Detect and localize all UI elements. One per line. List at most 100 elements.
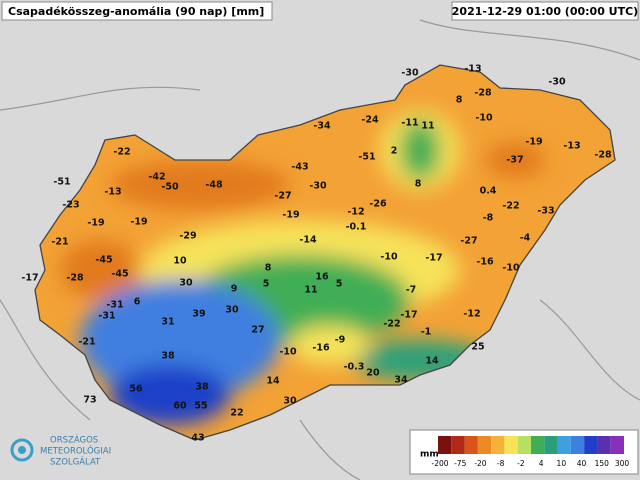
station-value: 55 [194,401,207,412]
station-value: 38 [195,382,209,393]
station-value: 5 [336,279,343,290]
station-value: -27 [274,191,291,202]
station-value: -21 [78,337,95,348]
logo-text: SZOLGÁLAT [50,456,101,468]
station-value: -28 [66,273,84,284]
title: Csapadékösszeg-anomália (90 nap) [mm] [8,5,264,18]
station-value: 8 [415,179,422,190]
station-value: -4 [520,233,531,244]
station-value: -30 [401,68,419,79]
station-value: -12 [463,309,480,320]
legend-tick-label: -75 [454,459,466,468]
station-value: 8 [265,263,272,274]
station-value: -17 [21,273,38,284]
station-value: 25 [471,342,484,353]
station-value: -37 [506,155,523,166]
legend: -200 -75 -20 -8 -2 4 10 40 150 300 [431,436,629,468]
station-value: 16 [315,272,329,283]
station-value: 2 [391,146,398,157]
title-box [1,1,273,21]
labels: -30 -138-28-30-34-24 -11 11-10-22-19 -13-28-… [21,64,612,444]
station-value: -10 [279,347,297,358]
station-value: -19 [87,218,104,229]
station-value: 22 [230,408,243,419]
country-border [34,64,616,441]
station-value: -45 [95,255,112,266]
station-value: -12 [347,207,364,218]
station-value: 6 [134,297,141,308]
station-value: 34 [394,375,408,386]
station-value: -19 [282,210,299,221]
station-value: 27 [251,325,264,336]
station-value: -8 [483,213,494,224]
station-value: -19 [525,137,542,148]
station-value: 14 [425,356,439,367]
station-value: -10 [380,252,398,263]
station-value: 73 [83,395,96,406]
station-value: 43 [191,433,204,444]
station-value: 8 [456,95,463,106]
station-value: -51 [53,177,70,188]
station-value: 9 [231,284,238,295]
station-value: -0.3 [344,362,365,373]
station-value: -17 [425,253,442,264]
station-value: -50 [161,182,179,193]
station-value: 14 [266,376,280,387]
legend-swatch [438,436,452,454]
station-value: -48 [205,180,223,191]
station-value: -34 [313,121,331,132]
station-value: 10 [173,256,187,267]
station-value: -10 [502,263,520,274]
logo: ORSZÁGOS METEOROLÓGIAI SZOLGÁLAT [10,434,111,468]
legend-swatch [557,436,571,454]
station-value: -29 [179,231,196,242]
station-value: 38 [161,351,175,362]
station-value: -17 [400,310,417,321]
station-value: -42 [148,172,165,183]
station-value: -30 [309,181,327,192]
station-value: -23 [62,200,79,211]
station-value: 30 [283,396,297,407]
station-value: -16 [312,343,330,354]
legend-swatch [504,436,518,454]
station-value: -13 [563,141,580,152]
logo-text: ORSZÁGOS [50,434,98,446]
station-value: -22 [502,201,519,212]
station-value: 39 [192,309,205,320]
legend-tick-label: 300 [615,459,630,468]
legend-tick-label: -20 [474,459,486,468]
station-value: -22 [383,319,400,330]
legend-swatch [570,436,585,454]
station-value: -9 [335,335,346,346]
station-value: -1 [421,327,432,338]
station-value: 11 [421,121,434,132]
legend-swatch [464,436,478,454]
station-value: -13 [464,64,481,75]
legend-tick-label: 40 [577,459,587,468]
legend-swatch [584,436,598,454]
station-value: -13 [104,187,121,198]
legend-swatch [451,436,465,454]
station-value: -14 [299,235,317,246]
station-value: 30 [179,278,193,289]
station-value: -24 [361,115,379,126]
station-value: 5 [263,279,270,290]
legend-swatch [544,436,558,454]
legend-tick-label: -200 [431,459,448,468]
station-value: -11 [401,118,418,129]
station-value: -16 [476,257,494,268]
legend-tick-label: 10 [557,459,567,468]
timestamp-box [451,1,639,21]
station-value: -27 [460,236,477,247]
station-value: 20 [366,368,380,379]
station-value: -19 [130,217,147,228]
legend-tick-label: -2 [517,459,525,468]
station-value: 56 [129,384,143,395]
station-value: -30 [548,77,566,88]
legend-swatch [491,436,505,454]
legend-swatch [477,436,492,454]
station-value: 11 [304,285,317,296]
